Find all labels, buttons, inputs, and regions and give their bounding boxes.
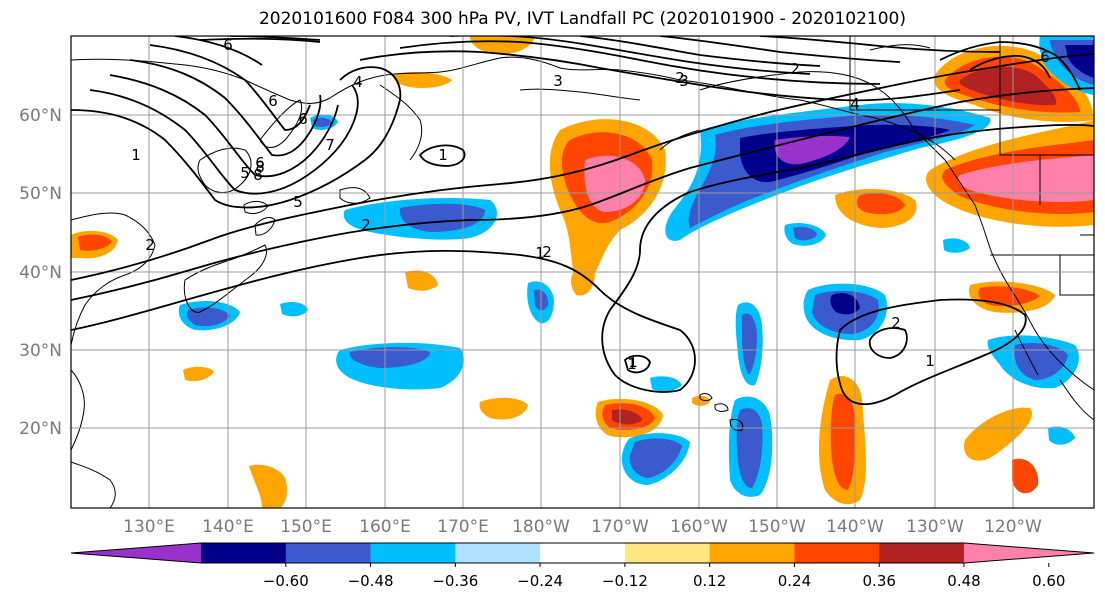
contour-label: 4 [850, 95, 860, 113]
contour-label: 8 [255, 158, 265, 176]
colorbar-segment [879, 543, 965, 563]
positive-anomaly-region [71, 36, 1094, 508]
colorbar-label: 0.36 [863, 572, 896, 590]
contour-label: 2 [675, 69, 685, 87]
colorbar-label: 0.60 [1032, 572, 1065, 590]
colorbar-label: −0.60 [263, 572, 309, 590]
contour-label: 8 [253, 166, 263, 184]
contour-label: 1 [628, 353, 638, 371]
contour-label: 2 [145, 236, 155, 254]
contour-label: 1 [627, 355, 637, 373]
longitude-label: 170°W [591, 517, 649, 537]
contour-label: 7 [325, 136, 335, 154]
contour-label: 6 [268, 92, 278, 110]
contour-label: 2 [891, 314, 901, 332]
colorbar-outline [70, 542, 1095, 564]
contour-label: 2 [790, 60, 800, 78]
map-title: 2020101600 F084 300 hPa PV, IVT Landfall… [258, 9, 906, 29]
latitude-tick-labels: 60°N 50°N 40°N 30°N 20°N [19, 106, 62, 439]
colorbar [70, 542, 1095, 564]
longitude-label: 170°E [437, 517, 489, 537]
contour-label: 6 [223, 36, 233, 54]
colorbar-label: 0.24 [778, 572, 811, 590]
colorbar-tick-labels: −0.60 −0.48 −0.36 −0.24 −0.12 0.12 0.24 0.36 0.4… [263, 563, 1065, 590]
longitude-label: 130°E [123, 517, 175, 537]
latitude-label: 50°N [19, 184, 62, 204]
latitude-label: 30°N [19, 341, 62, 361]
colorbar-extend-low [71, 543, 201, 563]
contour-label: 4 [353, 73, 363, 91]
contour-label: 6 [298, 110, 308, 128]
colorbar-label: −0.36 [432, 572, 478, 590]
longitude-label: 150°E [280, 517, 332, 537]
contour-label: 6 [1040, 48, 1050, 66]
latitude-label: 60°N [19, 106, 62, 126]
longitude-label: 140°W [826, 517, 884, 537]
colorbar-segment [540, 543, 626, 563]
colorbar-label: 0.12 [693, 572, 726, 590]
colorbar-segment [624, 543, 711, 563]
colorbar-label: −0.24 [517, 572, 563, 590]
longitude-label: 180°W [512, 517, 570, 537]
latitude-label: 40°N [19, 263, 62, 283]
colorbar-label: −0.12 [602, 572, 648, 590]
longitude-label: 130°W [906, 517, 964, 537]
colorbar-extend-high [964, 543, 1094, 563]
longitude-label: 160°E [359, 517, 411, 537]
colorbar-label: 0.48 [947, 572, 980, 590]
contour-label: 1 [131, 146, 141, 164]
contour-label: 6 [255, 154, 265, 172]
contour-label: 1 [925, 352, 935, 370]
colorbar-segment [455, 543, 541, 563]
colorbar-segment [794, 543, 880, 563]
colorbar-segment [285, 543, 372, 563]
contour-label: 3 [679, 72, 689, 90]
longitude-label: 120°W [984, 517, 1042, 537]
latitude-label: 20°N [19, 419, 62, 439]
longitude-tick-labels: 130°E 140°E 150°E 160°E 170°E 180°W 170°W 160°W… [123, 517, 1042, 537]
colorbar-segment [709, 543, 795, 563]
colorbar-label: −0.48 [348, 572, 394, 590]
pv-contours [71, 36, 1094, 406]
longitude-label: 160°W [670, 517, 728, 537]
colorbar-segment [370, 543, 456, 563]
contour-label: 2 [542, 243, 552, 261]
longitude-label: 140°E [202, 517, 254, 537]
contour-label: 5 [293, 193, 303, 211]
contour-label: 5 [240, 164, 250, 182]
contour-label: 2 [361, 216, 371, 234]
contour-label: 1 [535, 244, 545, 262]
contour-label: 1 [438, 146, 448, 164]
contour-label: 3 [553, 72, 563, 90]
longitude-label: 150°W [748, 517, 806, 537]
plot-frame [70, 35, 1095, 509]
colorbar-segment [201, 543, 287, 563]
